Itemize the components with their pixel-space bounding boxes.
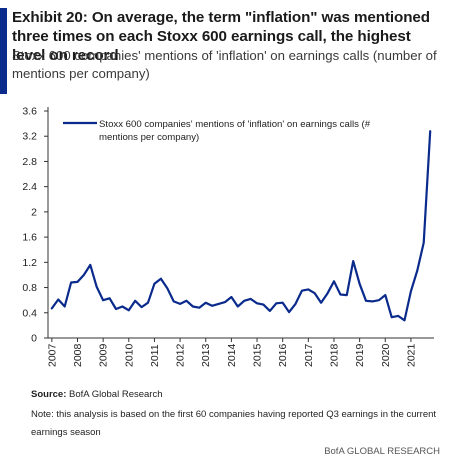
x-tick-label: 2010 [123,343,135,367]
source-text: BofA Global Research [69,389,163,400]
x-tick-label: 2013 [200,343,212,367]
y-tick-label: 3.6 [22,106,37,118]
x-tick-label: 2019 [354,343,366,367]
x-tick-label: 2011 [149,344,161,367]
chart-title: Exhibit 20: On average, the term "inflat… [12,9,430,64]
y-tick-label: 1.2 [22,257,37,269]
x-axis-ticks: 2007 2008 2009 2010 2011 2012 2013 2014 2015 2016… [46,338,417,367]
y-tick-label: 0.8 [22,282,37,294]
source-line: Source: BofA Global Research [31,389,163,400]
accent-bar [0,8,7,94]
x-tick-label: 2016 [277,343,289,367]
brand-footer: BofA GLOBAL RESEARCH [324,446,440,457]
x-tick-label: 2015 [252,343,264,367]
x-tick-label: 2012 [175,343,187,367]
x-tick-label: 2018 [328,343,340,367]
x-tick-label: 2009 [98,343,110,367]
chart-axes [47,107,434,339]
y-tick-label: 2 [31,206,37,218]
chart-legend: Stoxx 600 companies' mentions of 'inflat… [63,119,371,143]
x-tick-label: 2014 [226,343,238,367]
legend-label-line2: mentions per company) [99,132,199,143]
source-label: Source: [31,389,67,400]
y-tick-label: 2.4 [22,181,37,193]
x-tick-label: 2008 [72,343,84,367]
x-tick-label: 2021 [405,343,417,367]
x-tick-label: 2007 [46,343,58,367]
x-tick-label: 2020 [380,343,392,367]
chart-subtitle: Stoxx 600 companies' mentions of 'inflat… [12,48,437,81]
series-group [50,130,432,322]
line-chart: 00.40.81.21.622.42.83.23.6 2007 2008 2009 2… [22,106,434,367]
y-tick-label: 0 [31,333,37,345]
legend-label-line1: Stoxx 600 companies' mentions of 'inflat… [99,119,371,130]
y-tick-label: 1.6 [22,232,37,244]
x-tick-label: 2017 [303,343,315,367]
series-line-1 [50,130,432,322]
y-tick-label: 3.2 [22,131,37,143]
y-tick-label: 2.8 [22,156,37,168]
note-text: Note: this analysis is based on the firs… [31,409,437,438]
y-tick-label: 0.4 [22,307,37,319]
y-axis-ticks: 0 0.4 0.8 1.2 1.6 2 2.4 2.8 3.2 3.6 [22,106,48,345]
